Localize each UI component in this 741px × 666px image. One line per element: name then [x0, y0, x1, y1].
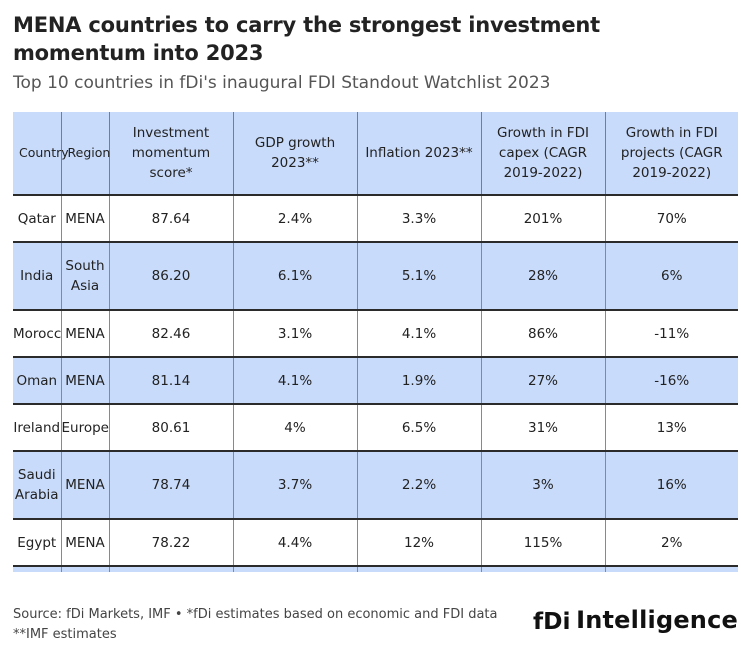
- cell-momentum-score: 80.61: [109, 404, 234, 452]
- column-header-gdp-growth: GDP growth 2023**: [233, 112, 358, 196]
- footer-notes: Source: fDi Markets, IMF • *fDi estimate…: [13, 605, 523, 645]
- cell-gdp-growth: 4%: [233, 404, 358, 452]
- table-row: Ireland Europe 80.61 4% 6.5% 31% 13%: [13, 404, 738, 452]
- cell-fdi-capex: 31%: [481, 404, 606, 452]
- cell-fdi-projects: 16%: [605, 451, 738, 520]
- logo-mark-text: fDi: [533, 607, 570, 635]
- cell-country: Egypt: [13, 519, 62, 567]
- cell-fdi-capex: 86%: [481, 310, 606, 358]
- cell-momentum-score: 82.46: [109, 310, 234, 358]
- cell-empty: [357, 566, 482, 572]
- watchlist-table: Country Region Investment momentum score…: [13, 112, 738, 572]
- cell-momentum-score: 87.64: [109, 195, 234, 243]
- cell-fdi-capex: 201%: [481, 195, 606, 243]
- column-header-country: Country: [13, 112, 69, 196]
- cell-empty: [13, 566, 62, 572]
- cell-region: MENA: [61, 195, 110, 243]
- column-header-region: Region: [61, 112, 110, 196]
- cell-region: South Asia: [61, 242, 110, 311]
- cell-inflation: 12%: [357, 519, 482, 567]
- cell-fdi-projects: 70%: [605, 195, 738, 243]
- cell-fdi-projects: 2%: [605, 519, 738, 567]
- cell-inflation: 1.9%: [357, 357, 482, 405]
- table-row: India South Asia 86.20 6.1% 5.1% 28% 6%: [13, 242, 738, 311]
- table-row: Egypt MENA 78.22 4.4% 12% 115% 2%: [13, 519, 738, 567]
- cell-gdp-growth: 4.1%: [233, 357, 358, 405]
- cell-inflation: 5.1%: [357, 242, 482, 311]
- cell-fdi-capex: 28%: [481, 242, 606, 311]
- column-header-fdi-projects: Growth in FDI projects (CAGR 2019-2022): [605, 112, 738, 196]
- cell-gdp-growth: 6.1%: [233, 242, 358, 311]
- cell-region: Europe: [61, 404, 110, 452]
- cell-empty: [109, 566, 234, 572]
- cell-region: MENA: [61, 310, 110, 358]
- cell-fdi-capex: 115%: [481, 519, 606, 567]
- cell-gdp-growth: 3.1%: [233, 310, 358, 358]
- cell-fdi-projects: -16%: [605, 357, 738, 405]
- cell-country: Oman: [13, 357, 62, 405]
- chart-subtitle: Top 10 countries in fDi's inaugural FDI …: [13, 73, 551, 93]
- cell-empty: [61, 566, 110, 572]
- column-header-fdi-capex: Growth in FDI capex (CAGR 2019-2022): [481, 112, 606, 196]
- cell-momentum-score: 78.22: [109, 519, 234, 567]
- cell-fdi-capex: 27%: [481, 357, 606, 405]
- watchlist-table-container[interactable]: Country Region Investment momentum score…: [13, 112, 741, 572]
- cell-region: MENA: [61, 357, 110, 405]
- cell-country: Qatar: [13, 195, 62, 243]
- cell-gdp-growth: 3.7%: [233, 451, 358, 520]
- cell-empty: [233, 566, 358, 572]
- cell-inflation: 2.2%: [357, 451, 482, 520]
- table-row: Morocco MENA 82.46 3.1% 4.1% 86% -11%: [13, 310, 738, 358]
- cell-country: India: [13, 242, 62, 311]
- cell-fdi-projects: -11%: [605, 310, 738, 358]
- cell-gdp-growth: 4.4%: [233, 519, 358, 567]
- chart-title: MENA countries to carry the strongest in…: [13, 13, 600, 65]
- cell-country: Morocco: [13, 310, 62, 358]
- cell-fdi-projects: 6%: [605, 242, 738, 311]
- table-row: Oman MENA 81.14 4.1% 1.9% 27% -16%: [13, 357, 738, 405]
- column-header-inflation: Inflation 2023**: [357, 112, 482, 196]
- cell-region: MENA: [61, 519, 110, 567]
- cell-momentum-score: 86.20: [109, 242, 234, 311]
- cell-region: MENA: [61, 451, 110, 520]
- table-row: Qatar MENA 87.64 2.4% 3.3% 201% 70%: [13, 195, 738, 243]
- table-row-partial: [13, 566, 738, 572]
- cell-inflation: 4.1%: [357, 310, 482, 358]
- cell-fdi-projects: 13%: [605, 404, 738, 452]
- cell-momentum-score: 81.14: [109, 357, 234, 405]
- logo-wordmark: Intelligence: [576, 606, 738, 634]
- cell-country: Ireland: [13, 404, 62, 452]
- cell-momentum-score: 78.74: [109, 451, 234, 520]
- cell-empty: [605, 566, 738, 572]
- fdi-logo-icon: fDi: [533, 607, 570, 635]
- column-header-momentum-score: Investment momentum score*: [109, 112, 234, 196]
- imf-note: **IMF estimates: [13, 627, 117, 642]
- cell-country: Saudi Arabia: [13, 451, 62, 520]
- cell-empty: [481, 566, 606, 572]
- cell-inflation: 6.5%: [357, 404, 482, 452]
- cell-gdp-growth: 2.4%: [233, 195, 358, 243]
- fdi-intelligence-logo: fDi Intelligence: [533, 598, 738, 642]
- source-note: Source: fDi Markets, IMF • *fDi estimate…: [13, 607, 498, 622]
- table-row: Saudi Arabia MENA 78.74 3.7% 2.2% 3% 16%: [13, 451, 738, 520]
- cell-inflation: 3.3%: [357, 195, 482, 243]
- table-header-row: Country Region Investment momentum score…: [13, 112, 738, 196]
- cell-fdi-capex: 3%: [481, 451, 606, 520]
